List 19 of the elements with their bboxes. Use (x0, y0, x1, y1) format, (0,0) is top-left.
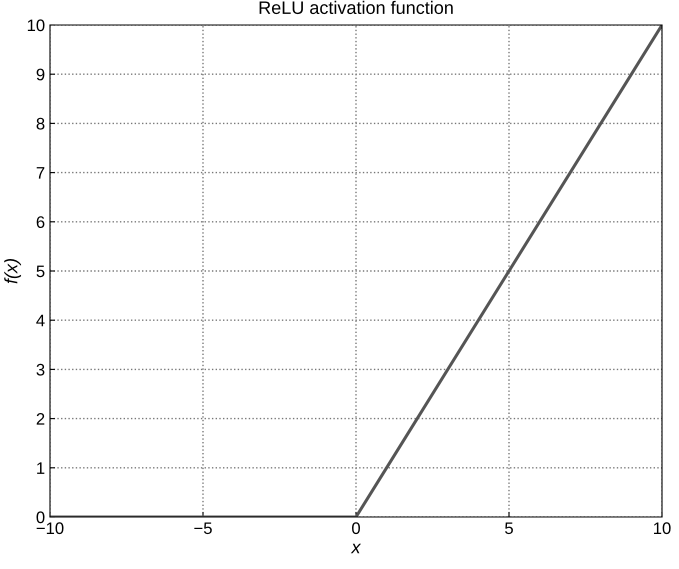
y-tick-label: 7 (36, 167, 44, 179)
y-tick-label: 9 (36, 68, 44, 80)
y-axis-title: f(x) (4, 259, 22, 284)
chart-title: ReLU activation function (260, 0, 453, 14)
y-tick-label: 0 (36, 511, 44, 524)
x-tick-label: 5 (505, 522, 513, 534)
y-tick-label: 5 (36, 266, 44, 278)
x-tick-label: −10 (36, 522, 64, 534)
x-tick-label: 10 (654, 522, 671, 534)
y-tick-label: 2 (36, 413, 44, 425)
y-tick-label: 6 (36, 216, 44, 228)
y-tick-label: 4 (36, 314, 45, 326)
y-tick-label: 1 (37, 462, 44, 474)
y-tick-label: 8 (36, 118, 44, 130)
x-axis-title: x (350, 544, 362, 554)
x-tick-label: −5 (194, 522, 212, 534)
y-tick-label: 10 (28, 19, 44, 32)
y-tick-label: 3 (36, 364, 44, 376)
x-tick-label: 0 (352, 522, 360, 534)
